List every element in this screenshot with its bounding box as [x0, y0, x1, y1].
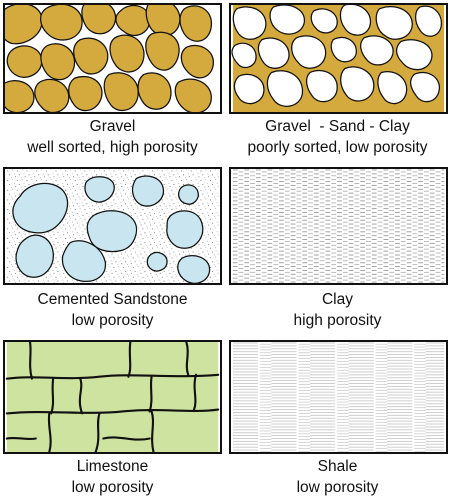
gravel-sand-clay-subtitle: poorly sorted, low porosity	[247, 139, 428, 156]
cemented-sandstone-caption: Cemented Sandstone low porosity	[0, 289, 225, 331]
clay-illustration	[232, 169, 445, 283]
gravel-title: Gravel	[89, 118, 136, 135]
shale-caption: Shale low porosity	[225, 456, 450, 498]
gravel-caption: Gravel well sorted, high porosity	[0, 116, 225, 158]
clay-caption: Clay high porosity	[225, 289, 450, 331]
limestone-caption: Limestone low porosity	[0, 456, 225, 498]
cemented-sandstone-subtitle: low porosity	[71, 312, 154, 329]
shale-title: Shale	[317, 458, 358, 475]
gravel-sand-clay-panel	[229, 3, 448, 114]
shale-panel	[229, 340, 448, 454]
limestone-illustration	[5, 342, 220, 452]
gravel-subtitle: well sorted, high porosity	[27, 139, 198, 156]
shale-illustration	[232, 342, 445, 452]
gravel-sand-clay-caption: Gravel - Sand - Clay poorly sorted, low …	[225, 116, 450, 158]
clay-title: Clay	[321, 291, 353, 308]
limestone-title: Limestone	[76, 458, 149, 475]
clay-panel	[229, 167, 448, 285]
cemented-sandstone-panel	[3, 167, 222, 285]
gravel-well-sorted-panel	[3, 3, 222, 114]
shale-subtitle: low porosity	[296, 479, 379, 496]
gravel-sand-clay-title: Gravel - Sand - Clay	[265, 118, 410, 135]
limestone-panel	[3, 340, 222, 454]
gravel-sand-clay-illustration	[231, 5, 445, 112]
gravel-well-sorted-illustration	[5, 5, 214, 112]
cemented-sandstone-illustration	[6, 169, 219, 283]
clay-subtitle: high porosity	[293, 312, 382, 329]
limestone-subtitle: low porosity	[71, 479, 154, 496]
cemented-sandstone-title: Cemented Sandstone	[37, 291, 188, 308]
